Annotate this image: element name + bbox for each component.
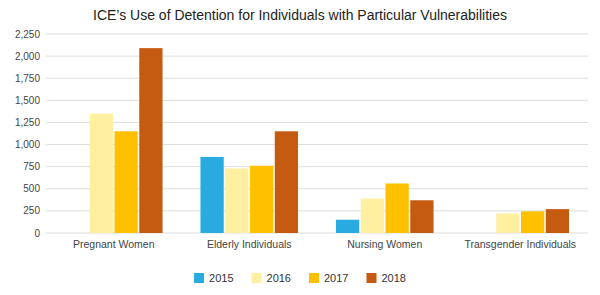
bar [521, 211, 544, 233]
x-axis: Pregnant Women Elderly Individuals Nursing… [73, 238, 576, 250]
y-tick-label: 1,000 [15, 139, 40, 150]
x-tick-label: Pregnant Women [73, 238, 155, 250]
bar [410, 200, 433, 233]
y-tick-label: 1,250 [15, 117, 40, 128]
legend-label: 2016 [267, 272, 291, 284]
x-tick-label: Nursing Women [347, 238, 422, 250]
y-tick-label: 750 [23, 161, 40, 172]
legend-swatch [252, 273, 262, 283]
bar [546, 209, 569, 233]
bar [275, 131, 298, 233]
legend-label: 2015 [209, 272, 233, 284]
y-tick-label: 500 [23, 183, 40, 194]
x-tick-label: Transgender Individuals [464, 238, 576, 250]
y-tick-label: 250 [23, 205, 40, 216]
bar [225, 168, 248, 233]
legend-item: 2016 [252, 272, 291, 284]
grid-line [46, 100, 588, 101]
chart: ICE’s Use of Detention for Individuals w… [0, 0, 600, 295]
bar [496, 214, 519, 233]
legend-label: 2018 [381, 272, 405, 284]
bar [65, 233, 88, 234]
y-tick-label: 2,250 [15, 29, 40, 40]
y-tick-label: 1,500 [15, 95, 40, 106]
legend: 2015 2016 2017 2018 [194, 272, 406, 284]
x-tick-label: Elderly Individuals [207, 238, 292, 250]
legend-swatch [366, 273, 376, 283]
bar [471, 233, 494, 234]
bar [386, 183, 409, 233]
grid-line [46, 56, 588, 57]
legend-swatch [194, 273, 204, 283]
bar [361, 199, 384, 233]
y-tick-label: 0 [34, 228, 40, 239]
y-tick-label: 2,000 [15, 51, 40, 62]
bar [115, 131, 138, 233]
y-axis: 0 250 500 750 1,000 1,250 1,500 1,750 2,000 2,250 [15, 29, 588, 239]
bar [90, 114, 113, 233]
grid-line [46, 34, 588, 35]
grid-line [46, 122, 588, 123]
legend-label: 2017 [324, 272, 348, 284]
title: ICE’s Use of Detention for Individuals w… [93, 7, 507, 23]
grid-line [46, 78, 588, 79]
legend-swatch [309, 273, 319, 283]
legend-item: 2018 [366, 272, 405, 284]
bar [139, 48, 162, 233]
bars [90, 48, 569, 233]
bar [336, 220, 359, 233]
y-tick-label: 1,750 [15, 73, 40, 84]
bar [250, 166, 273, 233]
legend-item: 2015 [194, 272, 233, 284]
legend-item: 2017 [309, 272, 348, 284]
bar [200, 157, 223, 233]
